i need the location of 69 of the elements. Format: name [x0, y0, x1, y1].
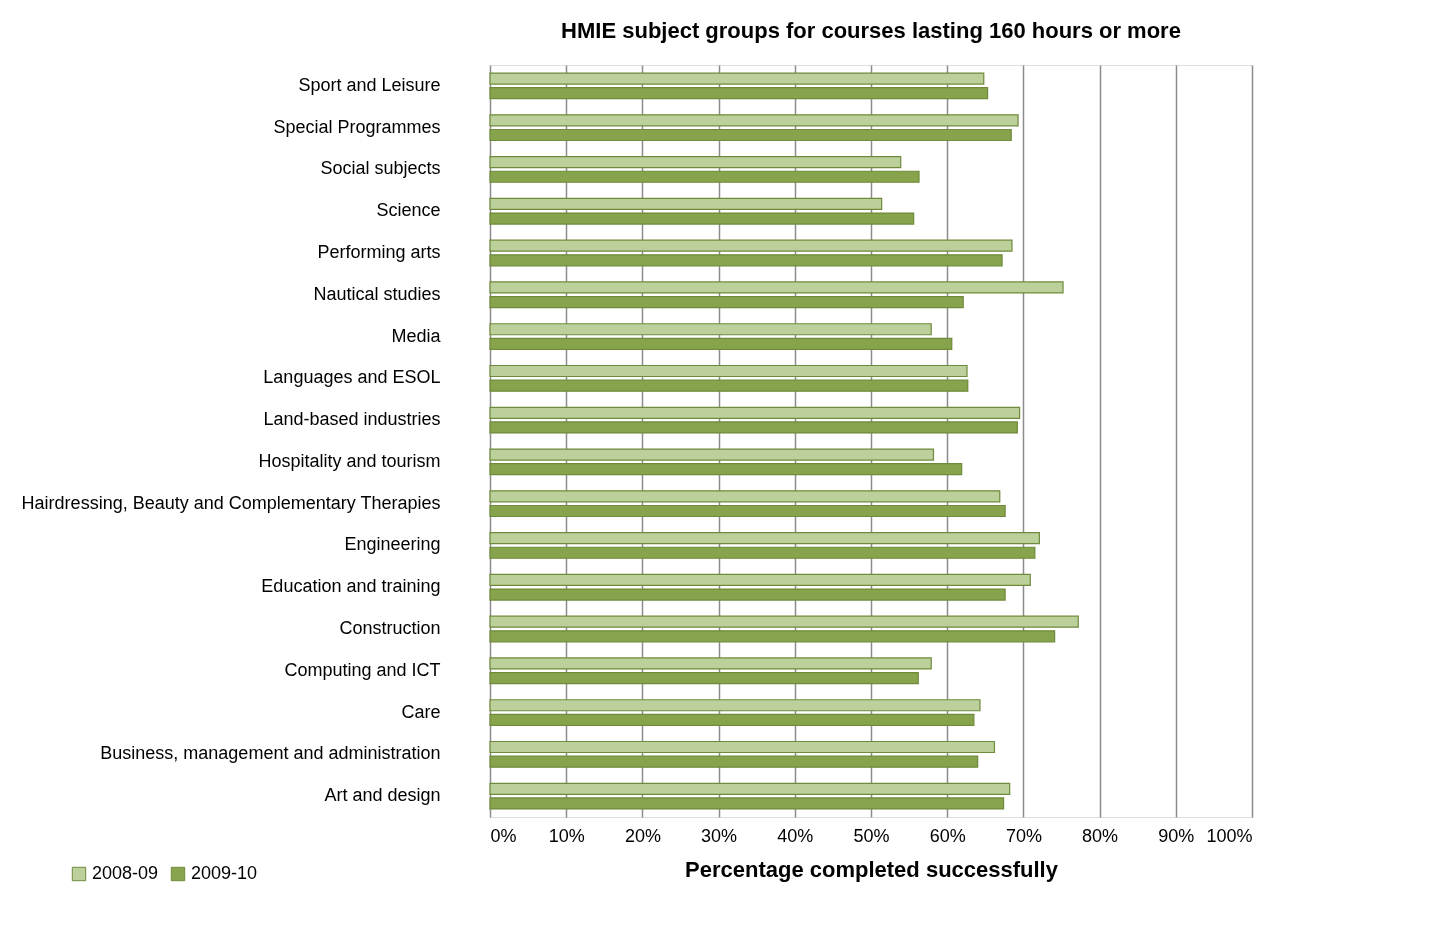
bar [489, 588, 1006, 601]
bar [489, 782, 1011, 795]
x-tick-label: 80% [1082, 825, 1119, 846]
y-tick-label: Languages and ESOL [263, 367, 441, 388]
y-tick-label: Hairdressing, Beauty and Complementary Therapies [21, 492, 441, 513]
bar [489, 212, 915, 225]
bar [489, 379, 969, 392]
bar [489, 281, 1064, 294]
y-tick-label: Science [376, 200, 441, 221]
bar [489, 156, 902, 169]
bar [489, 755, 979, 768]
y-tick-label: Land-based industries [263, 409, 441, 430]
bar [489, 254, 1003, 267]
bar [489, 197, 883, 211]
x-tick-label: 30% [701, 825, 738, 846]
bar [489, 671, 919, 685]
bar [489, 504, 1006, 518]
y-tick-label: Performing arts [317, 242, 441, 262]
legend-label: 2008-09 [92, 863, 159, 883]
bar [489, 573, 1031, 587]
bar [489, 699, 981, 712]
y-tick-label: Nautical studies [313, 283, 441, 304]
x-tick-label: 100% [1206, 825, 1253, 846]
bar [489, 72, 985, 85]
bar [489, 713, 975, 726]
bar [489, 630, 1056, 643]
x-tick-label: 20% [624, 825, 661, 846]
x-tick-label: 40% [777, 825, 814, 846]
x-tick-label: 90% [1158, 825, 1195, 846]
bar [489, 114, 1019, 127]
bar [489, 421, 1018, 434]
y-tick-label: Care [401, 701, 441, 722]
x-tick-label: 60% [929, 825, 966, 846]
y-tick-label: Computing and ICT [284, 659, 441, 680]
y-tick-label: Media [391, 325, 442, 346]
y-tick-label: Special Programmes [273, 116, 441, 137]
y-tick-label: Education and training [261, 576, 441, 597]
chart-title: HMIE subject groups for courses lasting 160 hours or more [561, 18, 1181, 43]
y-tick-label: Construction [339, 618, 441, 638]
y-tick-label: Art and design [324, 785, 441, 806]
x-tick-label: 10% [548, 825, 585, 846]
x-axis-title: Percentage completed successfully [685, 856, 1059, 882]
bar [489, 448, 935, 461]
x-tick-label: 70% [1005, 825, 1042, 846]
bar [489, 615, 1079, 628]
bar [489, 740, 996, 754]
bar [489, 323, 932, 336]
bar [489, 463, 963, 476]
bar [489, 170, 920, 183]
y-tick-label: Engineering [344, 534, 441, 555]
bar [489, 657, 932, 670]
y-tick-label: Hospitality and tourism [258, 450, 441, 471]
bar [489, 797, 1005, 810]
bar [489, 337, 953, 350]
bar [489, 364, 968, 378]
bar [489, 87, 989, 100]
legend-label: 2009-10 [191, 863, 258, 883]
bar [489, 490, 1001, 503]
y-tick-label: Sport and Leisure [298, 74, 441, 95]
bar [489, 406, 1021, 419]
y-tick-label: Social subjects [320, 158, 441, 179]
bar [489, 239, 1013, 252]
bar [489, 546, 1036, 559]
x-tick-label: 50% [853, 825, 890, 846]
bar [489, 532, 1040, 545]
bar [489, 295, 964, 309]
x-tick-label: 0% [490, 825, 517, 846]
bar [489, 128, 1012, 142]
y-tick-label: Business, management and administration [100, 743, 441, 764]
